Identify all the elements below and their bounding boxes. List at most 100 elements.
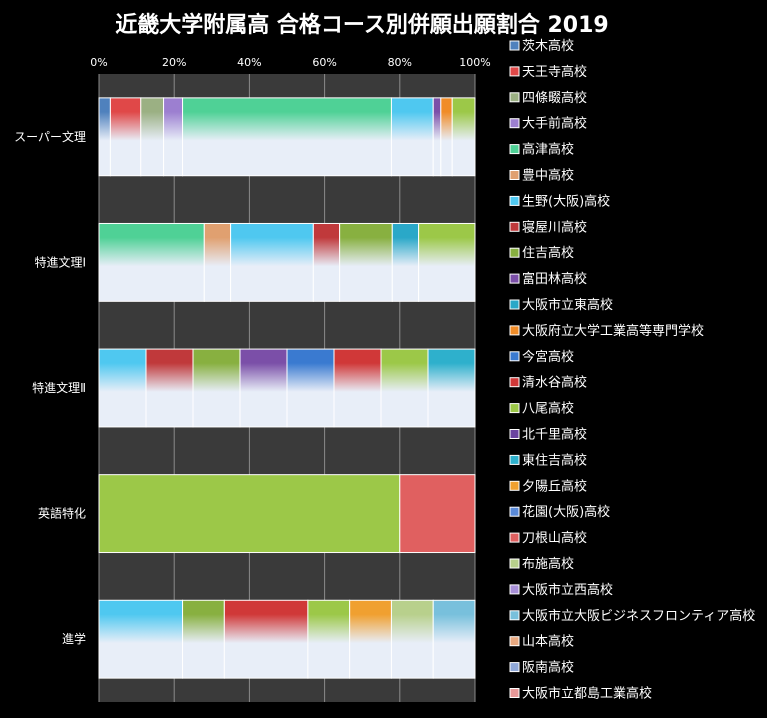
bar-segment xyxy=(230,222,314,302)
legend-swatch xyxy=(509,170,520,180)
x-axis-ticks: 0% 20% 40% 60% 80% 100% xyxy=(90,56,490,69)
legend-swatch xyxy=(509,221,520,232)
legend-entry: 北千里高校 xyxy=(522,427,587,443)
bar-segment xyxy=(98,599,184,679)
legend-entry: 八尾高校 xyxy=(522,401,574,417)
legend-swatch xyxy=(509,558,520,569)
bar-segment xyxy=(223,599,309,679)
x-tick-label: 60% xyxy=(312,56,336,69)
bar-segment xyxy=(380,348,429,428)
bar-segment xyxy=(391,222,420,302)
bar-segment xyxy=(440,97,453,177)
legend-entry: 清水谷高校 xyxy=(522,375,587,391)
x-tick-label: 80% xyxy=(388,56,412,69)
bar-segment xyxy=(98,474,401,554)
legend-swatch xyxy=(509,351,520,362)
bar-segment xyxy=(451,97,476,177)
x-tick-label: 20% xyxy=(162,56,186,69)
legend-entry: 大阪市立西高校 xyxy=(522,582,613,598)
bar-segment xyxy=(192,348,241,428)
legend-entry: 寝屋川高校 xyxy=(522,219,587,235)
legend-entry: 阪南高校 xyxy=(522,660,574,676)
legend-swatch xyxy=(509,454,520,465)
bar-segment xyxy=(339,222,393,302)
legend-swatch xyxy=(509,429,520,439)
legend: 茨木高校天王寺高校四條畷高校大手前高校高津高校豊中高校生野(大阪)高校寝屋川高校… xyxy=(509,38,755,702)
category-label: 進学 xyxy=(62,631,86,646)
legend-swatch xyxy=(509,273,520,284)
legend-entry: 天王寺高校 xyxy=(522,64,587,80)
legend-entry: 刀根山高校 xyxy=(522,530,587,546)
x-tick-label: 40% xyxy=(237,56,261,69)
bar-segment xyxy=(203,222,232,302)
legend-swatch xyxy=(509,144,520,155)
legend-swatch xyxy=(509,403,520,414)
legend-entry: 大阪市立都島工業高校 xyxy=(522,686,652,702)
legend-swatch xyxy=(509,377,520,388)
legend-entry: 東住吉高校 xyxy=(522,452,587,468)
chart-title: 近畿大学附属高 合格コース別併願出願割合 2019 xyxy=(115,12,608,38)
bar-segment xyxy=(399,474,476,554)
legend-swatch xyxy=(509,532,520,543)
legend-entry: 豊中高校 xyxy=(522,168,574,184)
legend-entry: 住吉高校 xyxy=(522,245,574,261)
legend-swatch xyxy=(509,118,520,129)
legend-entry: 大阪市立東高校 xyxy=(522,297,613,313)
legend-entry: 今宮高校 xyxy=(522,349,574,365)
bar-segment xyxy=(98,348,147,428)
legend-entry: 大手前高校 xyxy=(522,116,587,132)
bar-segment xyxy=(427,348,476,428)
legend-entry: 富田林高校 xyxy=(522,271,587,287)
bar-segment xyxy=(390,599,434,679)
legend-entry: 高津高校 xyxy=(522,142,574,158)
bars xyxy=(98,97,476,679)
legend-entry: 大阪市立大阪ビジネスフロンティア高校 xyxy=(522,608,755,624)
legend-swatch xyxy=(509,299,520,310)
legend-entry: 生野(大阪)高校 xyxy=(522,193,610,209)
legend-swatch xyxy=(509,40,520,51)
legend-entry: 花園(大阪)高校 xyxy=(522,504,610,520)
legend-swatch xyxy=(509,688,520,698)
bar-segment xyxy=(286,348,335,428)
bar-segment xyxy=(140,97,165,177)
legend-swatch xyxy=(509,584,520,595)
legend-swatch xyxy=(509,506,520,517)
legend-swatch xyxy=(509,662,520,673)
legend-swatch xyxy=(509,92,520,103)
bar-segment xyxy=(98,222,205,302)
legend-swatch xyxy=(509,636,520,647)
legend-swatch xyxy=(509,480,520,491)
x-tick-label: 0% xyxy=(90,56,107,69)
bar-segment xyxy=(418,222,476,302)
bar-segment xyxy=(307,599,351,679)
legend-swatch xyxy=(509,610,520,621)
bar-segment xyxy=(239,348,288,428)
category-label: スーパー文理 xyxy=(14,129,86,144)
bar-segment xyxy=(312,222,341,302)
bar-segment xyxy=(432,599,476,679)
bar-segment xyxy=(182,97,392,177)
bar-segment xyxy=(109,97,142,177)
category-label: 特進文理Ⅱ xyxy=(32,380,86,395)
bar-segment xyxy=(182,599,225,679)
legend-swatch xyxy=(509,195,520,206)
legend-entry: 山本高校 xyxy=(522,634,574,650)
legend-entry: 四條畷高校 xyxy=(522,90,587,106)
bar-segment xyxy=(349,599,392,679)
bar-segment xyxy=(432,97,442,177)
legend-swatch xyxy=(509,66,520,77)
bar-segment xyxy=(390,97,434,177)
bar-segment xyxy=(145,348,194,428)
legend-swatch xyxy=(509,247,520,258)
legend-swatch xyxy=(509,325,520,336)
legend-entry: 茨木高校 xyxy=(522,38,574,54)
legend-entry: 布施高校 xyxy=(522,556,574,572)
x-tick-label: 100% xyxy=(459,56,490,69)
bar-segment xyxy=(98,97,111,177)
legend-entry: 夕陽丘高校 xyxy=(522,478,587,494)
legend-entry: 大阪府立大学工業高等専門学校 xyxy=(522,323,704,339)
category-label: 英語特化 xyxy=(38,506,86,521)
category-label: 特進文理Ⅰ xyxy=(34,254,86,269)
